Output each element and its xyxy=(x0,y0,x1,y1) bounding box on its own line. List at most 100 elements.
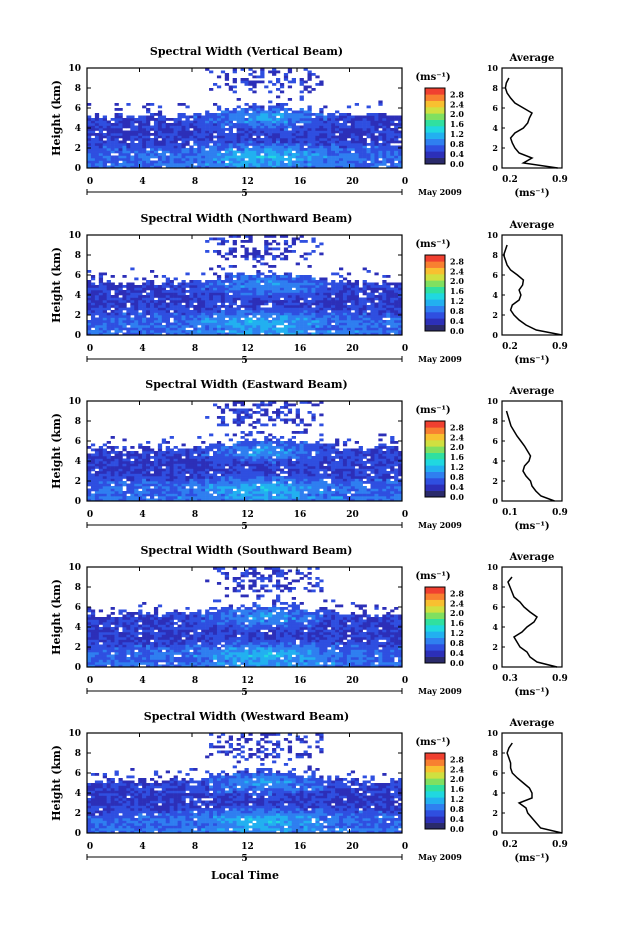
heatmap-cell xyxy=(378,305,383,308)
heatmap-cell xyxy=(236,453,241,457)
heatmap-cell xyxy=(260,150,265,154)
heatmap-cell xyxy=(299,280,304,283)
heatmap-cell xyxy=(122,322,127,326)
heatmap-cell xyxy=(216,466,222,469)
heatmap-cell xyxy=(126,310,131,313)
heatmap-cell xyxy=(240,128,245,131)
heatmap-cell xyxy=(378,317,383,321)
heatmap-cell xyxy=(161,471,167,474)
heatmap-cell xyxy=(126,163,131,166)
heatmap-cell xyxy=(291,237,296,241)
heatmap-cell xyxy=(350,320,356,323)
heatmap-cell xyxy=(319,140,324,144)
heatmap-cell xyxy=(272,312,277,316)
heatmap-cell xyxy=(114,317,119,321)
heatmap-cell xyxy=(240,443,245,447)
heatmap-cell xyxy=(272,130,277,134)
heatmap-cell xyxy=(165,325,170,328)
heatmap-cell xyxy=(90,456,96,459)
heatmap-cell xyxy=(142,285,147,288)
heatmap-cell xyxy=(134,486,139,489)
heatmap-cell xyxy=(323,305,328,308)
heatmap-cell xyxy=(358,163,363,166)
heatmap-cell xyxy=(331,138,336,141)
heatmap-cell xyxy=(276,446,281,449)
heatmap-cell xyxy=(236,105,241,109)
heatmap-cell xyxy=(98,327,104,331)
heatmap-cell xyxy=(150,468,155,472)
heatmap-cell xyxy=(134,120,139,124)
heatmap-cell xyxy=(130,115,135,119)
heatmap-cell xyxy=(366,287,371,291)
heatmap-cell xyxy=(102,466,107,469)
heatmap-cell xyxy=(307,70,312,74)
heatmap-cell xyxy=(197,496,202,499)
heatmap-cell xyxy=(126,120,131,124)
heatmap-cell xyxy=(220,138,226,141)
heatmap-cell xyxy=(134,277,139,281)
heatmap-cell xyxy=(185,451,190,454)
heatmap-cell xyxy=(228,277,233,281)
heatmap-cell xyxy=(252,292,257,296)
heatmap-cell xyxy=(181,300,186,303)
heatmap-cell xyxy=(244,473,249,477)
heatmap-cell xyxy=(146,463,151,467)
heatmap-cell xyxy=(264,297,269,301)
heatmap-cell xyxy=(122,140,127,144)
heatmap-cell xyxy=(260,325,265,328)
heatmap-cell xyxy=(110,436,115,439)
heatmap-cell xyxy=(370,322,375,326)
colorbar-step xyxy=(425,113,445,120)
heatmap-cell xyxy=(283,250,289,253)
heatmap-cell xyxy=(374,327,379,331)
heatmap-cell xyxy=(366,285,371,288)
heatmap-cell xyxy=(323,135,328,139)
heatmap-cell xyxy=(382,330,387,333)
heatmap-cell xyxy=(240,277,245,281)
heatmap-cell xyxy=(311,165,316,169)
heatmap-cell xyxy=(138,145,143,149)
heatmap-cell xyxy=(248,305,253,308)
heatmap-cell xyxy=(240,68,245,71)
heatmap-cell xyxy=(398,115,403,119)
heatmap-cell xyxy=(236,292,241,296)
heatmap-cell xyxy=(228,153,233,156)
heatmap-cell xyxy=(319,118,324,121)
heatmap-cell xyxy=(118,145,123,149)
heatmap-cell xyxy=(268,80,273,84)
heatmap-cell xyxy=(346,285,352,288)
heatmap-cell xyxy=(276,247,281,251)
heatmap-cell xyxy=(122,165,127,169)
heatmap-cell xyxy=(252,275,257,278)
heatmap-cell xyxy=(350,160,356,164)
heatmap-cell xyxy=(299,325,304,328)
heatmap-cell xyxy=(220,473,226,477)
heatmap-cell xyxy=(118,165,123,169)
heatmap-cell xyxy=(331,140,336,144)
heatmap-cell xyxy=(122,120,127,124)
heatmap-cell xyxy=(185,115,190,119)
heatmap-cell xyxy=(110,302,115,306)
heatmap-cell xyxy=(90,481,96,484)
heatmap-cell xyxy=(177,453,182,457)
heatmap-cell xyxy=(358,325,363,328)
heatmap-cell xyxy=(366,150,371,154)
heatmap-cell xyxy=(370,310,375,313)
heatmap-cell xyxy=(291,155,296,159)
heatmap-cell xyxy=(252,70,257,74)
heatmap-cell xyxy=(146,125,151,129)
heatmap-cell xyxy=(311,125,316,129)
heatmap-cell xyxy=(279,282,285,286)
heatmap-cell xyxy=(87,153,92,156)
heatmap-cell xyxy=(201,153,206,156)
heatmap-cell xyxy=(110,158,115,161)
heatmap-cell xyxy=(110,322,115,326)
heatmap-cell xyxy=(264,322,269,326)
heatmap-cell xyxy=(224,473,230,477)
heatmap-cell xyxy=(232,486,237,489)
heatmap-cell xyxy=(307,113,312,116)
heatmap-cell xyxy=(244,433,249,437)
heatmap-cell xyxy=(220,130,226,134)
heatmap-cell xyxy=(272,483,277,487)
heatmap-cell xyxy=(102,272,107,276)
